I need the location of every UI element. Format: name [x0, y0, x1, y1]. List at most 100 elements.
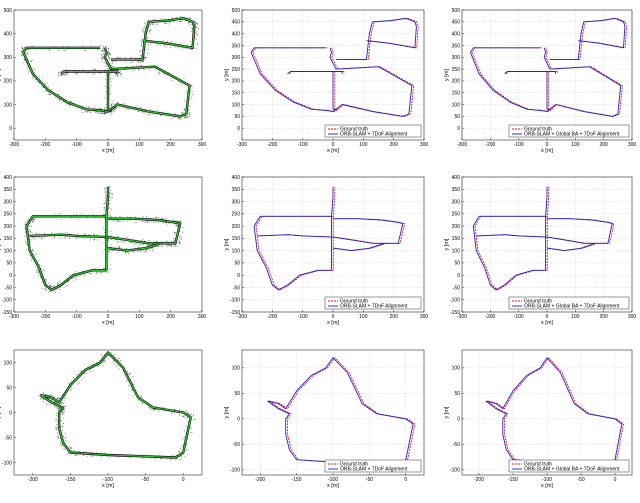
map-point — [140, 55, 142, 57]
map-point — [109, 257, 111, 259]
x-tick-label: -150 — [508, 477, 518, 483]
map-point — [34, 49, 36, 51]
map-point — [27, 52, 29, 54]
map-point — [59, 281, 61, 283]
map-point — [119, 72, 121, 74]
map-point — [154, 408, 156, 410]
map-point — [102, 251, 104, 253]
map-point — [69, 105, 70, 107]
estimate-line — [257, 218, 404, 244]
map-point — [100, 45, 102, 46]
map-point — [99, 112, 101, 114]
map-point — [51, 395, 53, 396]
map-point — [105, 197, 107, 199]
map-point — [130, 379, 131, 380]
map-point — [171, 80, 173, 81]
map-point — [63, 237, 65, 239]
map-point — [188, 434, 190, 435]
map-point — [110, 244, 112, 246]
map-point — [65, 232, 67, 234]
map-point — [130, 373, 131, 375]
map-point — [153, 408, 155, 410]
map-point — [42, 48, 43, 50]
map-point — [55, 426, 56, 428]
map-point — [105, 195, 106, 197]
map-point — [163, 73, 165, 75]
x-tick-label: 0 — [546, 142, 549, 148]
map-point — [135, 57, 137, 59]
map-point — [188, 112, 190, 114]
map-point — [102, 213, 104, 215]
map-point — [68, 446, 70, 447]
map-point — [50, 399, 52, 401]
map-point — [191, 84, 193, 86]
map-point — [127, 237, 128, 239]
map-point — [51, 399, 53, 401]
map-point — [101, 54, 103, 56]
map-point — [27, 219, 28, 221]
map-point — [110, 268, 112, 270]
map-point — [57, 438, 59, 440]
map-point — [168, 223, 170, 224]
estimate-line — [470, 47, 622, 117]
map-point — [147, 114, 149, 115]
map-point — [161, 18, 162, 20]
map-point — [196, 34, 198, 36]
map-point — [120, 247, 122, 249]
map-point — [111, 104, 113, 106]
map-point — [45, 90, 47, 91]
map-point — [114, 110, 116, 112]
map-point — [142, 111, 144, 113]
map-point — [109, 92, 111, 94]
map-point — [75, 455, 77, 456]
map-point — [116, 106, 118, 108]
map-point — [88, 106, 89, 108]
y-tick-label: -100 — [230, 468, 240, 474]
map-point — [182, 47, 183, 48]
map-point — [120, 219, 122, 221]
map-point — [178, 236, 180, 238]
y-tick-label: -100 — [230, 298, 240, 304]
map-point — [141, 111, 143, 113]
map-point — [111, 108, 112, 110]
map-point — [93, 72, 95, 74]
map-point — [81, 370, 83, 372]
map-point — [144, 57, 146, 59]
map-point — [58, 434, 60, 436]
y-axis-label: y [m] — [444, 69, 450, 81]
map-point — [60, 402, 62, 404]
map-point — [112, 107, 114, 109]
map-point — [170, 22, 172, 24]
estimate-line — [472, 186, 548, 291]
map-point — [180, 20, 182, 22]
map-point — [144, 59, 146, 61]
y-tick-label: 400 — [452, 175, 461, 181]
map-point — [77, 454, 79, 456]
map-point — [30, 61, 32, 62]
map-point — [26, 220, 28, 222]
map-point — [57, 97, 58, 99]
map-point — [115, 219, 117, 221]
map-point — [144, 22, 146, 24]
map-point — [47, 404, 49, 405]
map-point — [109, 215, 111, 217]
map-point — [114, 73, 116, 75]
map-point — [103, 203, 105, 205]
map-point — [84, 233, 86, 235]
map-point — [165, 22, 167, 24]
map-point — [31, 258, 33, 259]
map-point — [108, 110, 109, 112]
map-point — [49, 398, 51, 400]
map-point — [168, 244, 170, 245]
map-point — [87, 110, 89, 112]
map-point — [134, 380, 135, 382]
map-point — [182, 410, 184, 412]
x-tick-label: 100 — [571, 142, 580, 148]
x-tick-label: -300 — [457, 142, 467, 148]
map-point — [104, 109, 105, 110]
map-point — [119, 57, 121, 58]
map-point — [63, 45, 64, 47]
map-point — [76, 73, 78, 75]
map-point — [60, 101, 62, 103]
map-point — [156, 409, 158, 411]
